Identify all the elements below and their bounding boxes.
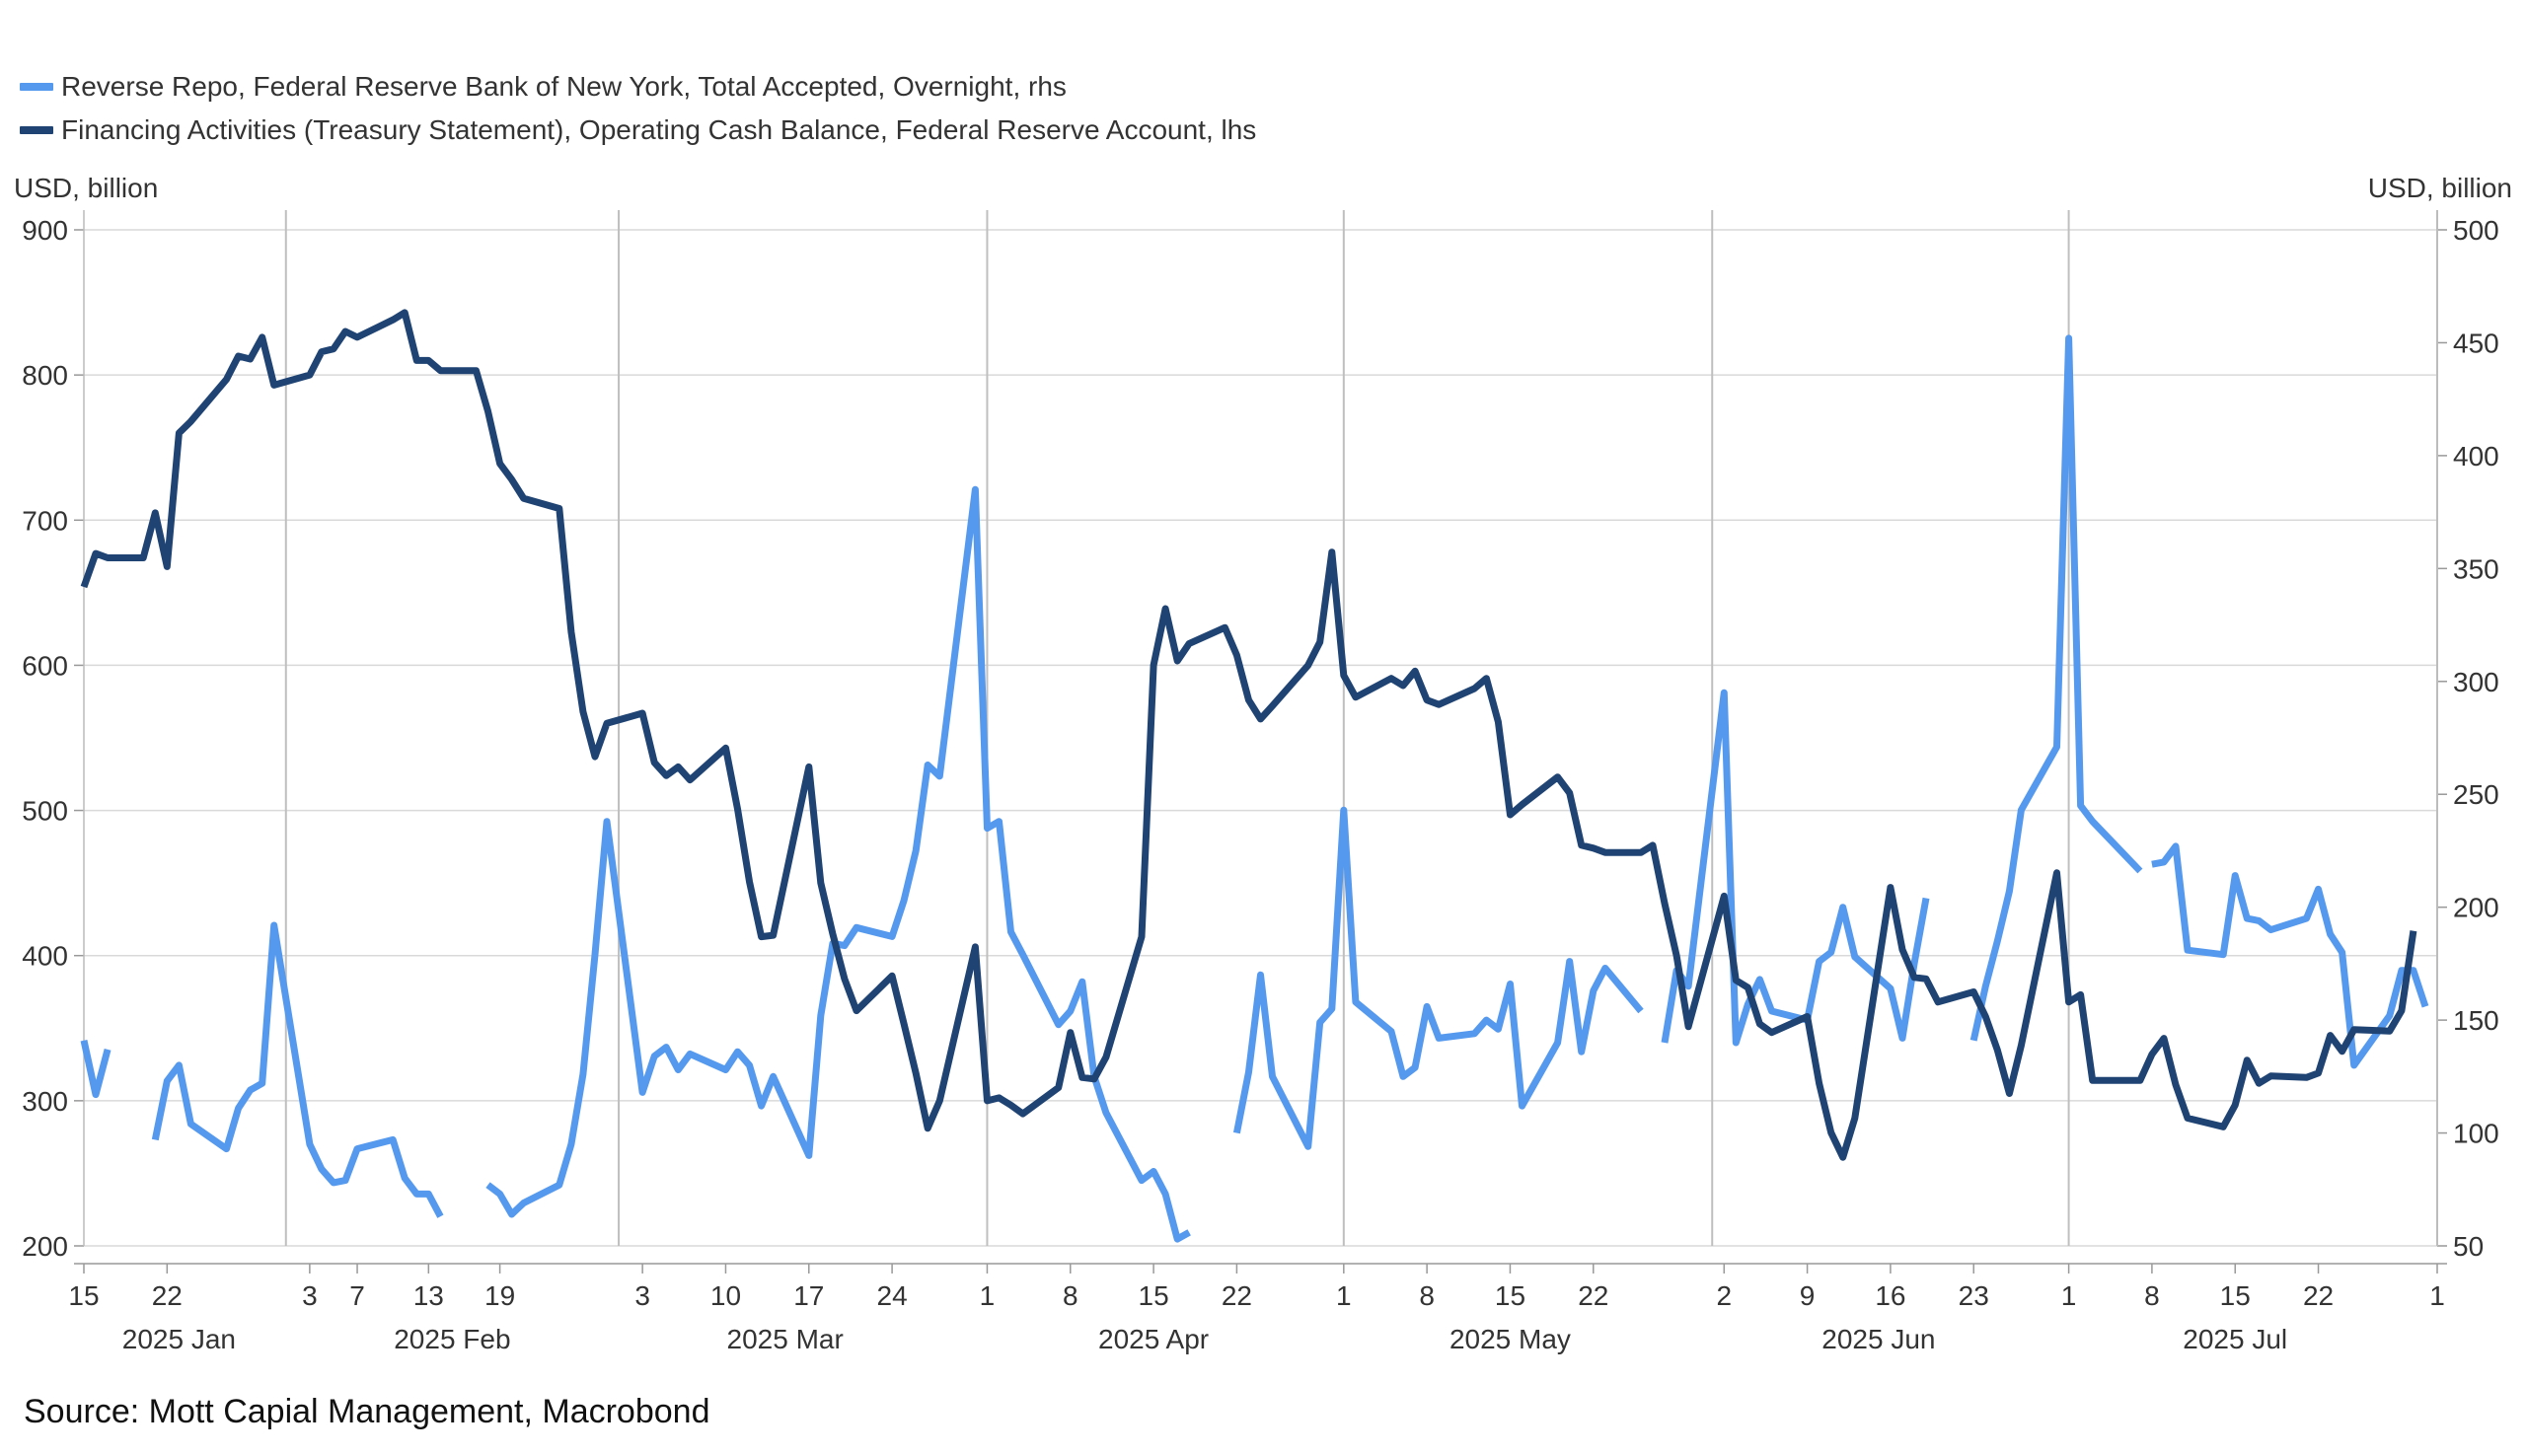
x-axis-tick-label: 17 bbox=[793, 1280, 824, 1311]
x-axis-tick-label: 16 bbox=[1875, 1280, 1905, 1311]
legend-item-reverse-repo: Reverse Repo, Federal Reserve Bank of Ne… bbox=[20, 71, 1067, 103]
x-axis-tick-label: 22 bbox=[2303, 1280, 2334, 1311]
right-axis-tick-label: 500 bbox=[2453, 215, 2499, 246]
x-axis-tick-label: 15 bbox=[2220, 1280, 2251, 1311]
x-axis-tick-label: 9 bbox=[1800, 1280, 1816, 1311]
x-axis-tick-label: 19 bbox=[484, 1280, 515, 1311]
reverse-repo-line bbox=[1232, 806, 1644, 1150]
left-axis-unit: USD, billion bbox=[14, 173, 159, 203]
x-axis-tick-label: 1 bbox=[2061, 1280, 2077, 1311]
left-axis-tick-label: 800 bbox=[22, 360, 68, 391]
right-axis-tick-label: 250 bbox=[2453, 779, 2499, 810]
x-axis-tick-label: 8 bbox=[1063, 1280, 1078, 1311]
x-axis-month-label: 2025 Feb bbox=[394, 1324, 510, 1354]
x-axis-month-label: 2025 Mar bbox=[727, 1324, 844, 1354]
source-note: Source: Mott Capial Management, Macrobon… bbox=[24, 1393, 710, 1430]
x-axis-tick-label: 22 bbox=[1578, 1280, 1608, 1311]
x-axis-tick-label: 3 bbox=[302, 1280, 318, 1311]
x-axis-tick-label: 2 bbox=[1716, 1280, 1732, 1311]
x-axis-tick-label: 3 bbox=[634, 1280, 650, 1311]
left-axis-tick-label: 700 bbox=[22, 505, 68, 536]
reverse-repo-line bbox=[151, 921, 444, 1218]
x-axis-tick-label: 15 bbox=[1495, 1280, 1525, 1311]
x-axis-tick-label: 1 bbox=[980, 1280, 996, 1311]
left-axis-tick-label: 400 bbox=[22, 941, 68, 972]
right-axis-tick-label: 350 bbox=[2453, 553, 2499, 584]
x-axis-month-label: 2025 Jul bbox=[2183, 1324, 2287, 1354]
x-axis-month-label: 2025 Jun bbox=[1821, 1324, 1935, 1354]
left-axis-tick-label: 300 bbox=[22, 1086, 68, 1117]
x-axis-month-label: 2025 May bbox=[1449, 1324, 1571, 1354]
right-axis-tick-label: 300 bbox=[2453, 667, 2499, 697]
reverse-repo-line bbox=[485, 485, 1191, 1243]
x-axis-tick-label: 15 bbox=[1139, 1280, 1169, 1311]
cash-balance-line bbox=[80, 309, 2417, 1161]
right-axis-tick-label: 200 bbox=[2453, 893, 2499, 923]
reverse-repo-line bbox=[1969, 334, 2143, 1042]
legend-swatch-cash-balance bbox=[20, 126, 53, 134]
x-axis-tick-label: 10 bbox=[710, 1280, 741, 1311]
x-axis-tick-label: 7 bbox=[349, 1280, 365, 1311]
x-axis-tick-label: 1 bbox=[1336, 1280, 1352, 1311]
x-axis-tick-label: 23 bbox=[1959, 1280, 1989, 1311]
x-axis-tick-label: 8 bbox=[1419, 1280, 1435, 1311]
x-axis-tick-label: 24 bbox=[877, 1280, 908, 1311]
x-axis-tick-label: 8 bbox=[2144, 1280, 2160, 1311]
right-axis-tick-label: 400 bbox=[2453, 441, 2499, 472]
x-axis-tick-label: 13 bbox=[413, 1280, 444, 1311]
x-axis-tick-label: 1 bbox=[2429, 1280, 2445, 1311]
x-axis-tick-label: 15 bbox=[68, 1280, 99, 1311]
legend-label-cash-balance: Financing Activities (Treasury Statement… bbox=[61, 114, 1257, 145]
reverse-repo-line bbox=[80, 1039, 111, 1099]
left-axis-tick-label: 500 bbox=[22, 796, 68, 827]
x-axis-tick-label: 22 bbox=[1222, 1280, 1252, 1311]
x-axis-month-label: 2025 Apr bbox=[1098, 1324, 1209, 1354]
right-axis-unit: USD, billion bbox=[2367, 173, 2512, 203]
right-axis-tick-label: 450 bbox=[2453, 328, 2499, 358]
left-axis-tick-label: 900 bbox=[22, 215, 68, 246]
left-axis-tick-label: 200 bbox=[22, 1231, 68, 1262]
right-axis-tick-label: 100 bbox=[2453, 1119, 2499, 1149]
legend-label-reverse-repo: Reverse Repo, Federal Reserve Bank of Ne… bbox=[61, 71, 1067, 102]
reverse-repo-line bbox=[1661, 689, 1930, 1047]
x-axis-month-label: 2025 Jan bbox=[122, 1324, 236, 1354]
right-axis-tick-label: 150 bbox=[2453, 1005, 2499, 1036]
legend-swatch-reverse-repo bbox=[20, 83, 53, 91]
right-axis-tick-label: 50 bbox=[2453, 1231, 2484, 1262]
reverse-repo-line bbox=[2151, 842, 2429, 1069]
x-axis-tick-label: 22 bbox=[152, 1280, 183, 1311]
legend-item-cash-balance: Financing Activities (Treasury Statement… bbox=[20, 114, 1256, 146]
left-axis-tick-label: 600 bbox=[22, 650, 68, 681]
